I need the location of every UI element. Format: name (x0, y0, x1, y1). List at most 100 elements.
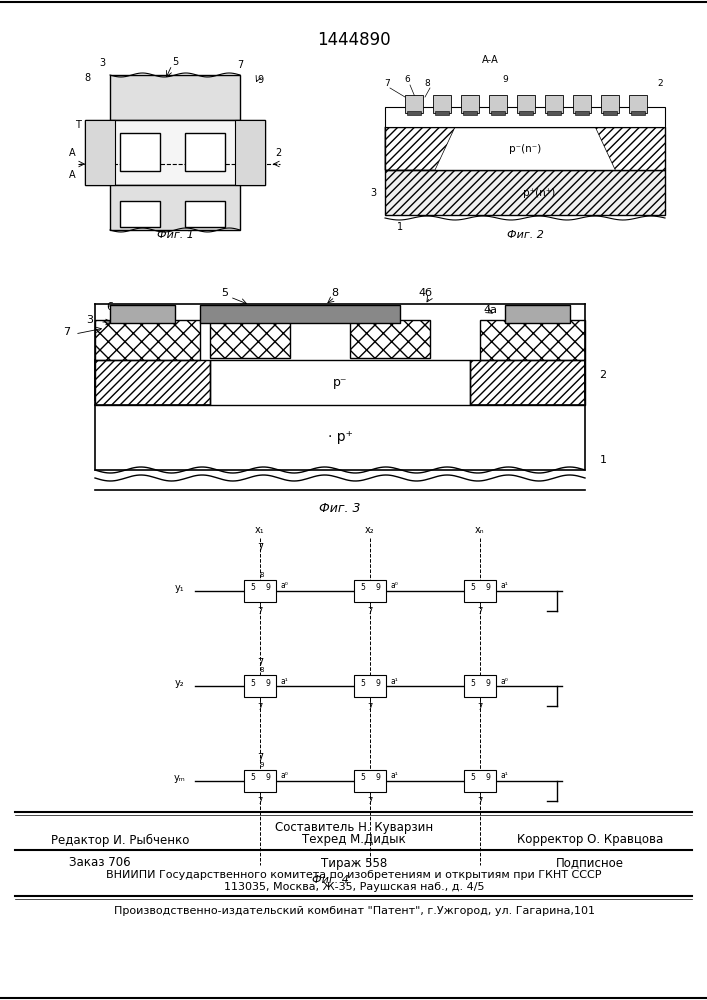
Bar (575, 111, 589, 115)
Text: 9: 9 (375, 584, 380, 592)
Text: a¹: a¹ (390, 676, 398, 686)
Bar (120, 201, 160, 227)
Text: 5: 5 (360, 678, 365, 688)
Text: 1444890: 1444890 (317, 31, 391, 49)
Text: a⁰: a⁰ (500, 676, 508, 686)
Text: 5: 5 (221, 288, 228, 298)
Text: 5: 5 (250, 774, 255, 782)
Bar (573, 95, 590, 113)
Text: Подписное: Подписное (556, 856, 624, 869)
Bar (517, 95, 534, 113)
Text: 4а: 4а (483, 305, 497, 315)
Bar (235, 120, 265, 185)
Text: 5: 5 (470, 678, 475, 688)
Bar (244, 770, 276, 792)
Text: y₁: y₁ (175, 583, 185, 593)
Text: 5: 5 (360, 584, 365, 592)
Bar (407, 111, 421, 115)
Bar (404, 95, 423, 113)
Text: a¹: a¹ (500, 582, 508, 590)
Bar (464, 580, 496, 602)
Text: yₘ: yₘ (174, 773, 186, 783)
Text: 7: 7 (477, 607, 483, 616)
Text: 5: 5 (470, 774, 475, 782)
Bar (385, 170, 665, 215)
Bar (354, 675, 386, 697)
Text: a¹: a¹ (390, 772, 398, 780)
Text: 9: 9 (486, 584, 491, 592)
Bar (489, 95, 507, 113)
Text: Составитель Н. Куварзин: Составитель Н. Куварзин (275, 822, 433, 834)
Text: 7: 7 (384, 79, 390, 88)
Bar (185, 201, 225, 227)
Text: 7: 7 (257, 543, 263, 553)
Text: р⁻: р⁻ (333, 376, 347, 389)
Bar (85, 120, 265, 185)
Text: 9: 9 (375, 678, 380, 688)
Text: 3: 3 (370, 188, 376, 198)
Bar (460, 95, 479, 113)
Bar (631, 111, 645, 115)
Text: 3: 3 (86, 315, 93, 325)
Text: 9: 9 (486, 774, 491, 782)
Text: a⁰: a⁰ (280, 582, 288, 590)
Text: 7: 7 (237, 60, 243, 70)
Bar (505, 305, 570, 323)
Text: 7: 7 (368, 607, 373, 616)
Text: 9: 9 (486, 678, 491, 688)
Text: a¹: a¹ (500, 772, 508, 780)
Bar (200, 305, 400, 323)
Bar (350, 320, 430, 358)
Text: 6: 6 (404, 76, 410, 85)
Bar (110, 75, 240, 120)
Bar (462, 111, 477, 115)
Bar (110, 305, 175, 323)
Text: 5: 5 (250, 584, 255, 592)
Text: 5: 5 (360, 774, 365, 782)
Text: 9: 9 (266, 774, 271, 782)
Text: 8: 8 (84, 73, 90, 83)
Text: р⁻(n⁻): р⁻(n⁻) (509, 143, 541, 153)
Text: 9: 9 (259, 762, 264, 768)
Bar (491, 111, 505, 115)
Bar (519, 111, 532, 115)
Text: Фиг. 3: Фиг. 3 (320, 502, 361, 514)
Text: Тираж 558: Тираж 558 (321, 856, 387, 869)
Text: a⁰: a⁰ (390, 582, 398, 590)
Text: 7: 7 (257, 702, 263, 712)
Bar (544, 95, 563, 113)
Text: Фиг. 2: Фиг. 2 (506, 230, 544, 240)
Text: 7: 7 (64, 327, 71, 337)
Text: A: A (69, 148, 76, 158)
Text: ВНИИПИ Государственного комитета по изобретениям и открытиям при ГКНТ СССР: ВНИИПИ Государственного комитета по изоб… (106, 870, 602, 880)
Bar (601, 95, 619, 113)
Bar (629, 95, 647, 113)
Text: Фиг. 1: Фиг. 1 (156, 230, 194, 240)
Bar (95, 405, 585, 470)
Text: Редактор И. Рыбченко: Редактор И. Рыбченко (51, 833, 189, 847)
Text: 8: 8 (259, 667, 264, 673)
Bar (354, 770, 386, 792)
Text: Корректор О. Кравцова: Корректор О. Кравцова (517, 834, 663, 846)
Bar (210, 320, 290, 358)
Text: 8: 8 (259, 572, 264, 578)
Text: А-А: А-А (481, 55, 498, 65)
Text: y₂: y₂ (175, 678, 185, 688)
Text: 9: 9 (502, 76, 508, 85)
Bar (464, 675, 496, 697)
Text: 7: 7 (257, 753, 263, 763)
Text: 7: 7 (257, 658, 263, 668)
Bar (120, 133, 160, 171)
Text: a¹: a¹ (280, 676, 288, 686)
Text: Фиг. 4: Фиг. 4 (312, 875, 349, 885)
Text: 1: 1 (397, 222, 403, 232)
Bar (110, 185, 240, 230)
Text: х₁: х₁ (255, 525, 265, 535)
Text: T: T (75, 120, 81, 130)
Text: 8: 8 (332, 288, 339, 298)
Text: 4б: 4б (418, 288, 432, 298)
Bar (433, 95, 450, 113)
Text: · р⁺: · р⁺ (327, 430, 352, 444)
Text: 9: 9 (375, 774, 380, 782)
Bar (480, 320, 585, 360)
